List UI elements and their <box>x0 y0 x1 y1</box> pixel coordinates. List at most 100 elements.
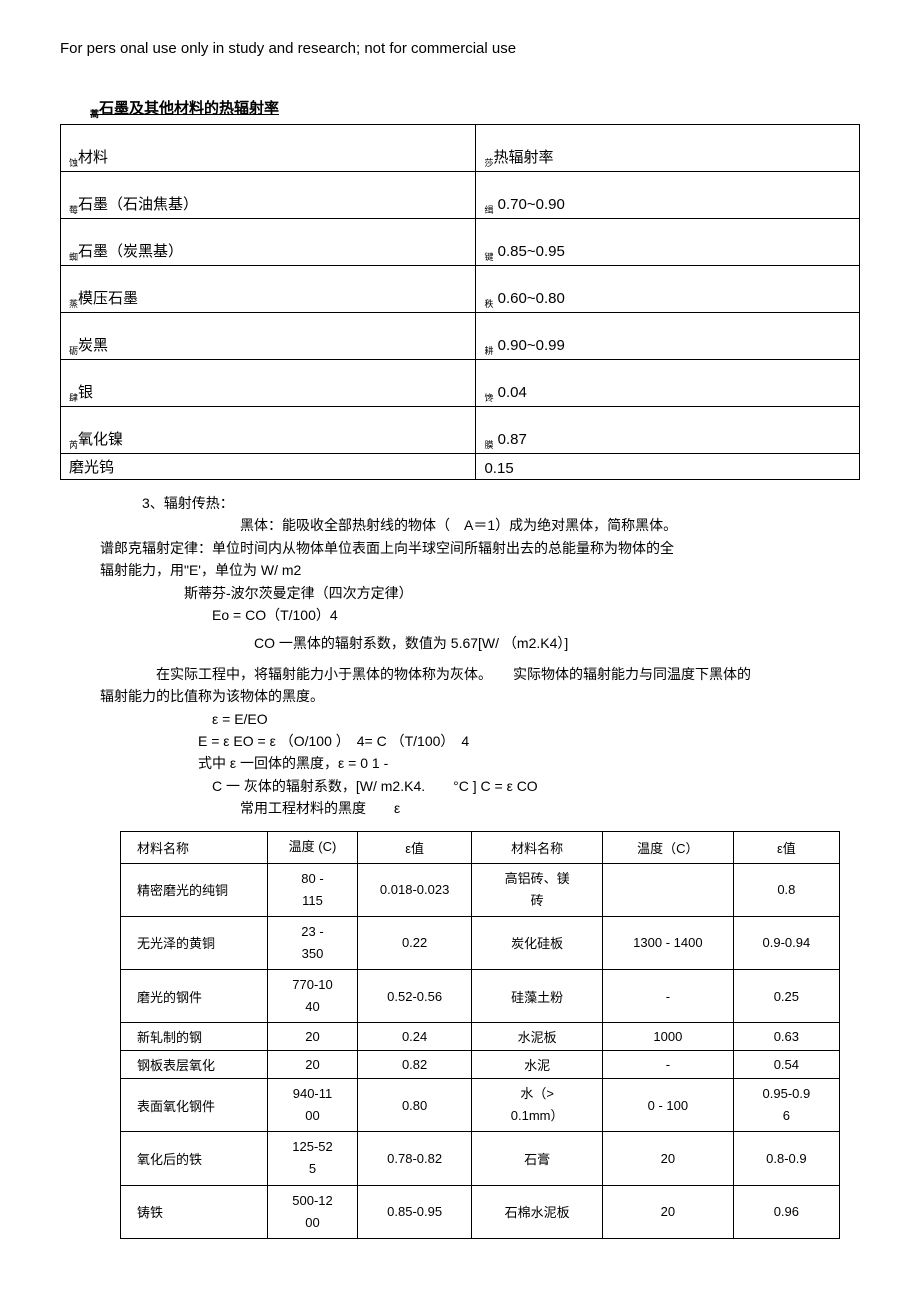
cell: 0.54 <box>733 1051 839 1079</box>
cell: 0.96 <box>733 1185 839 1238</box>
material: 银 <box>78 384 93 401</box>
cell: 0.018-0.023 <box>357 863 471 916</box>
cell: 水（>0.1mm） <box>472 1079 603 1132</box>
table-row: 氧化后的铁125-5250.78-0.82石膏200.8-0.9 <box>121 1132 840 1185</box>
cell: 1000 <box>603 1023 734 1051</box>
row-prefix: 砺 <box>69 346 78 356</box>
para: 辐射能力，用"E'，单位为 W/ m2 <box>100 559 820 581</box>
para: 3、辐射传热： <box>100 492 820 514</box>
para: 在实际工程中，将辐射能力小于黑体的物体称为灰体。 实际物体的辐射能力与同温度下黑… <box>100 663 820 685</box>
table1-title: 蒿石墨及其他材料的热辐射率 <box>90 97 860 120</box>
row-prefix: 肆 <box>69 393 78 403</box>
material: 磨光钨 <box>69 459 114 476</box>
cell: 1300 - 1400 <box>603 916 734 969</box>
cell: 硅藻土粉 <box>472 969 603 1022</box>
table-row: 蒸模压石墨秩 0.60~0.80 <box>61 266 860 313</box>
row-prefix: 蜘 <box>69 252 78 262</box>
formula: ε = E/EO <box>212 708 820 730</box>
cell: 0.9-0.94 <box>733 916 839 969</box>
col-header: ε值 <box>733 832 839 863</box>
emissivity-value: 0.60~0.80 <box>498 290 565 307</box>
table-row: 磨光钨 0.15 <box>61 454 860 480</box>
val-prefix: 键 <box>484 252 493 262</box>
cell: 0.85-0.95 <box>357 1185 471 1238</box>
cell: 新轧制的钢 <box>121 1023 268 1051</box>
header-note: For pers onal use only in study and rese… <box>60 40 860 57</box>
formula: 式中 ε 一回体的黑度，ε = 0 1 - <box>198 752 820 774</box>
cell: 钢板表层氧化 <box>121 1051 268 1079</box>
cell: - <box>603 1051 734 1079</box>
para: 斯蒂芬-波尔茨曼定律（四次方定律） <box>184 582 820 604</box>
table-row: 砺炭黑耕 0.90~0.99 <box>61 313 860 360</box>
col-header: ε值 <box>357 832 471 863</box>
table-row: 芮氧化镍膜 0.87 <box>61 407 860 454</box>
cell: 0.82 <box>357 1051 471 1079</box>
cell: 磨光的钢件 <box>121 969 268 1022</box>
emissivity-value: 0.04 <box>498 384 527 401</box>
material: 模压石墨 <box>78 290 138 307</box>
formula: Eo = CO（T/100）4 <box>212 604 820 626</box>
hdr1: 材料 <box>78 149 108 166</box>
table2-caption: 常用工程材料的黑度 ε <box>240 797 820 819</box>
cell: 125-525 <box>268 1132 358 1185</box>
emissivity-value: 0.90~0.99 <box>498 337 565 354</box>
row-prefix: 芮 <box>69 440 78 450</box>
material: 氧化镍 <box>78 431 123 448</box>
table-row: 新轧制的钢200.24水泥板10000.63 <box>121 1023 840 1051</box>
body-text: 3、辐射传热： 黑体：能吸收全部热射线的物体（ A＝1）成为绝对黑体，简称黑体。… <box>100 492 820 819</box>
col-header: 材料名称 <box>121 832 268 863</box>
cell: 氧化后的铁 <box>121 1132 268 1185</box>
val-prefix: 馋 <box>484 393 493 403</box>
formula: C 一 灰体的辐射系数，[W/ m2.K4. °C ] C = ε CO <box>212 775 820 797</box>
material: 石墨（炭黑基） <box>78 243 183 260</box>
emissivity-value: 0.15 <box>484 460 513 477</box>
title-prefix-char: 蒿 <box>90 109 99 119</box>
hdr2: 热辐射率 <box>493 149 553 166</box>
col-header: 温度（C） <box>603 832 734 863</box>
table-header-row: 材料名称 温度 (C) ε值 材料名称 温度（C） ε值 <box>121 832 840 863</box>
cell: 0.8-0.9 <box>733 1132 839 1185</box>
emissivity-value: 0.70~0.90 <box>498 196 565 213</box>
table-row: 蜘石墨（炭黑基） 键 0.85~0.95 <box>61 219 860 266</box>
val-prefix: 耕 <box>484 346 493 356</box>
cell: 0.24 <box>357 1023 471 1051</box>
table-row: 铸铁500-12000.85-0.95石棉水泥板200.96 <box>121 1185 840 1238</box>
cell: 0.78-0.82 <box>357 1132 471 1185</box>
cell: 0.95-0.96 <box>733 1079 839 1132</box>
cell: 水泥板 <box>472 1023 603 1051</box>
val-prefix: 秩 <box>484 299 493 309</box>
emissivity-value: 0.87 <box>498 431 527 448</box>
formula: CO 一黑体的辐射系数，数值为 5.67[W/ （m2.K4）] <box>254 632 820 654</box>
para: 辐射能力的比值称为该物体的黑度。 <box>100 685 820 707</box>
cell: 水泥 <box>472 1051 603 1079</box>
cell: 0.22 <box>357 916 471 969</box>
cell: 0.25 <box>733 969 839 1022</box>
cell: 精密磨光的纯铜 <box>121 863 268 916</box>
table-row: 莓石墨（石油焦基）缉 0.70~0.90 <box>61 172 860 219</box>
title-text: 石墨及其他材料的热辐射率 <box>99 100 279 117</box>
cell: 表面氧化钢件 <box>121 1079 268 1132</box>
cell: 石膏 <box>472 1132 603 1185</box>
cell: 20 <box>603 1185 734 1238</box>
cell <box>603 863 734 916</box>
table-row: 钢板表层氧化200.82水泥-0.54 <box>121 1051 840 1079</box>
para: 谱郎克辐射定律：单位时间内从物体单位表面上向半球空间所辐射出去的总能量称为物体的… <box>100 537 820 559</box>
emissivity-value: 0.85~0.95 <box>498 243 565 260</box>
row-prefix: 莓 <box>69 205 78 215</box>
col-header: 材料名称 <box>472 832 603 863</box>
cell: 20 <box>268 1051 358 1079</box>
cell: 770-1040 <box>268 969 358 1022</box>
cell: 铸铁 <box>121 1185 268 1238</box>
cell: 高铝砖、镁砖 <box>472 863 603 916</box>
table-row: 磨光的钢件770-10400.52-0.56硅藻土粉-0.25 <box>121 969 840 1022</box>
cell: 20 <box>268 1023 358 1051</box>
row-prefix: 蒸 <box>69 299 78 309</box>
table-row: 无光泽的黄铜23 -3500.22炭化硅板1300 - 14000.9-0.94 <box>121 916 840 969</box>
val-prefix: 膜 <box>484 440 493 450</box>
table-row: 精密磨光的纯铜80 -1150.018-0.023高铝砖、镁砖0.8 <box>121 863 840 916</box>
cell: 0.8 <box>733 863 839 916</box>
emissivity-table: 蚀材料 莎热辐射率 莓石墨（石油焦基）缉 0.70~0.90 蜘石墨（炭黑基） 键… <box>60 124 860 480</box>
cell: 0.52-0.56 <box>357 969 471 1022</box>
material: 石墨（石油焦基） <box>78 196 198 213</box>
table-header-row: 蚀材料 莎热辐射率 <box>61 125 860 172</box>
